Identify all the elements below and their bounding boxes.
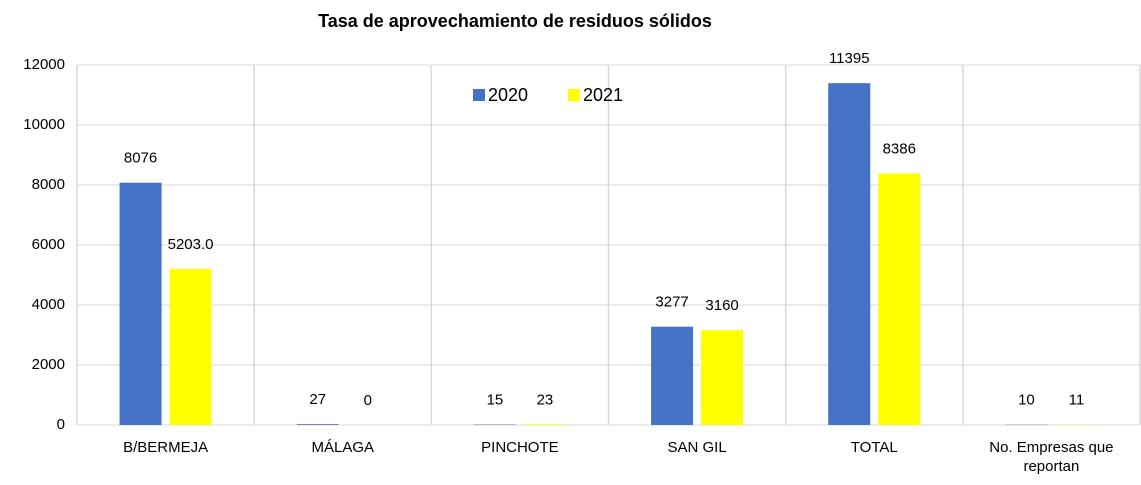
data-label: 27	[309, 391, 326, 408]
x-tick-label: PINCHOTE	[481, 439, 559, 456]
x-tick-label: SAN GIL	[667, 439, 727, 456]
bar	[651, 326, 694, 425]
data-label: 8076	[124, 150, 157, 167]
bar	[169, 268, 212, 425]
data-label: 23	[537, 391, 554, 408]
bar	[878, 173, 921, 425]
y-tick-label: 4000	[32, 296, 65, 313]
x-tick-label: B/BERMEJA	[123, 439, 209, 456]
y-tick-label: 2000	[32, 356, 65, 373]
data-label: 11	[1069, 392, 1085, 409]
data-label: 3160	[705, 297, 738, 314]
y-tick-label: 12000	[23, 56, 65, 73]
y-tick-label: 8000	[32, 176, 65, 193]
x-tick-label: MÁLAGA	[311, 439, 375, 456]
data-label: 15	[487, 392, 504, 409]
data-label: 8386	[883, 140, 916, 157]
bar	[119, 182, 162, 425]
y-tick-label: 10000	[23, 116, 65, 133]
data-label: 5203.0	[168, 236, 214, 253]
legend-label: 2021	[583, 85, 623, 105]
data-label: 10	[1018, 392, 1035, 409]
bar	[523, 424, 566, 425]
bar	[701, 330, 744, 425]
legend-label: 2020	[488, 85, 528, 105]
legend-swatch	[568, 89, 580, 101]
data-label: 3277	[655, 294, 688, 311]
x-tick-label: TOTAL	[850, 439, 898, 456]
legend-swatch	[473, 89, 485, 101]
y-tick-label: 6000	[32, 236, 65, 253]
data-label: 11395	[829, 50, 870, 67]
bar	[296, 424, 339, 425]
bar	[828, 83, 871, 426]
chart-title: Tasa de aprovechamiento de residuos sóli…	[318, 11, 712, 31]
y-tick-label: 0	[57, 416, 65, 433]
x-tick-label: No. Empresas que reportan	[989, 439, 1114, 475]
data-label: 0	[364, 392, 372, 409]
